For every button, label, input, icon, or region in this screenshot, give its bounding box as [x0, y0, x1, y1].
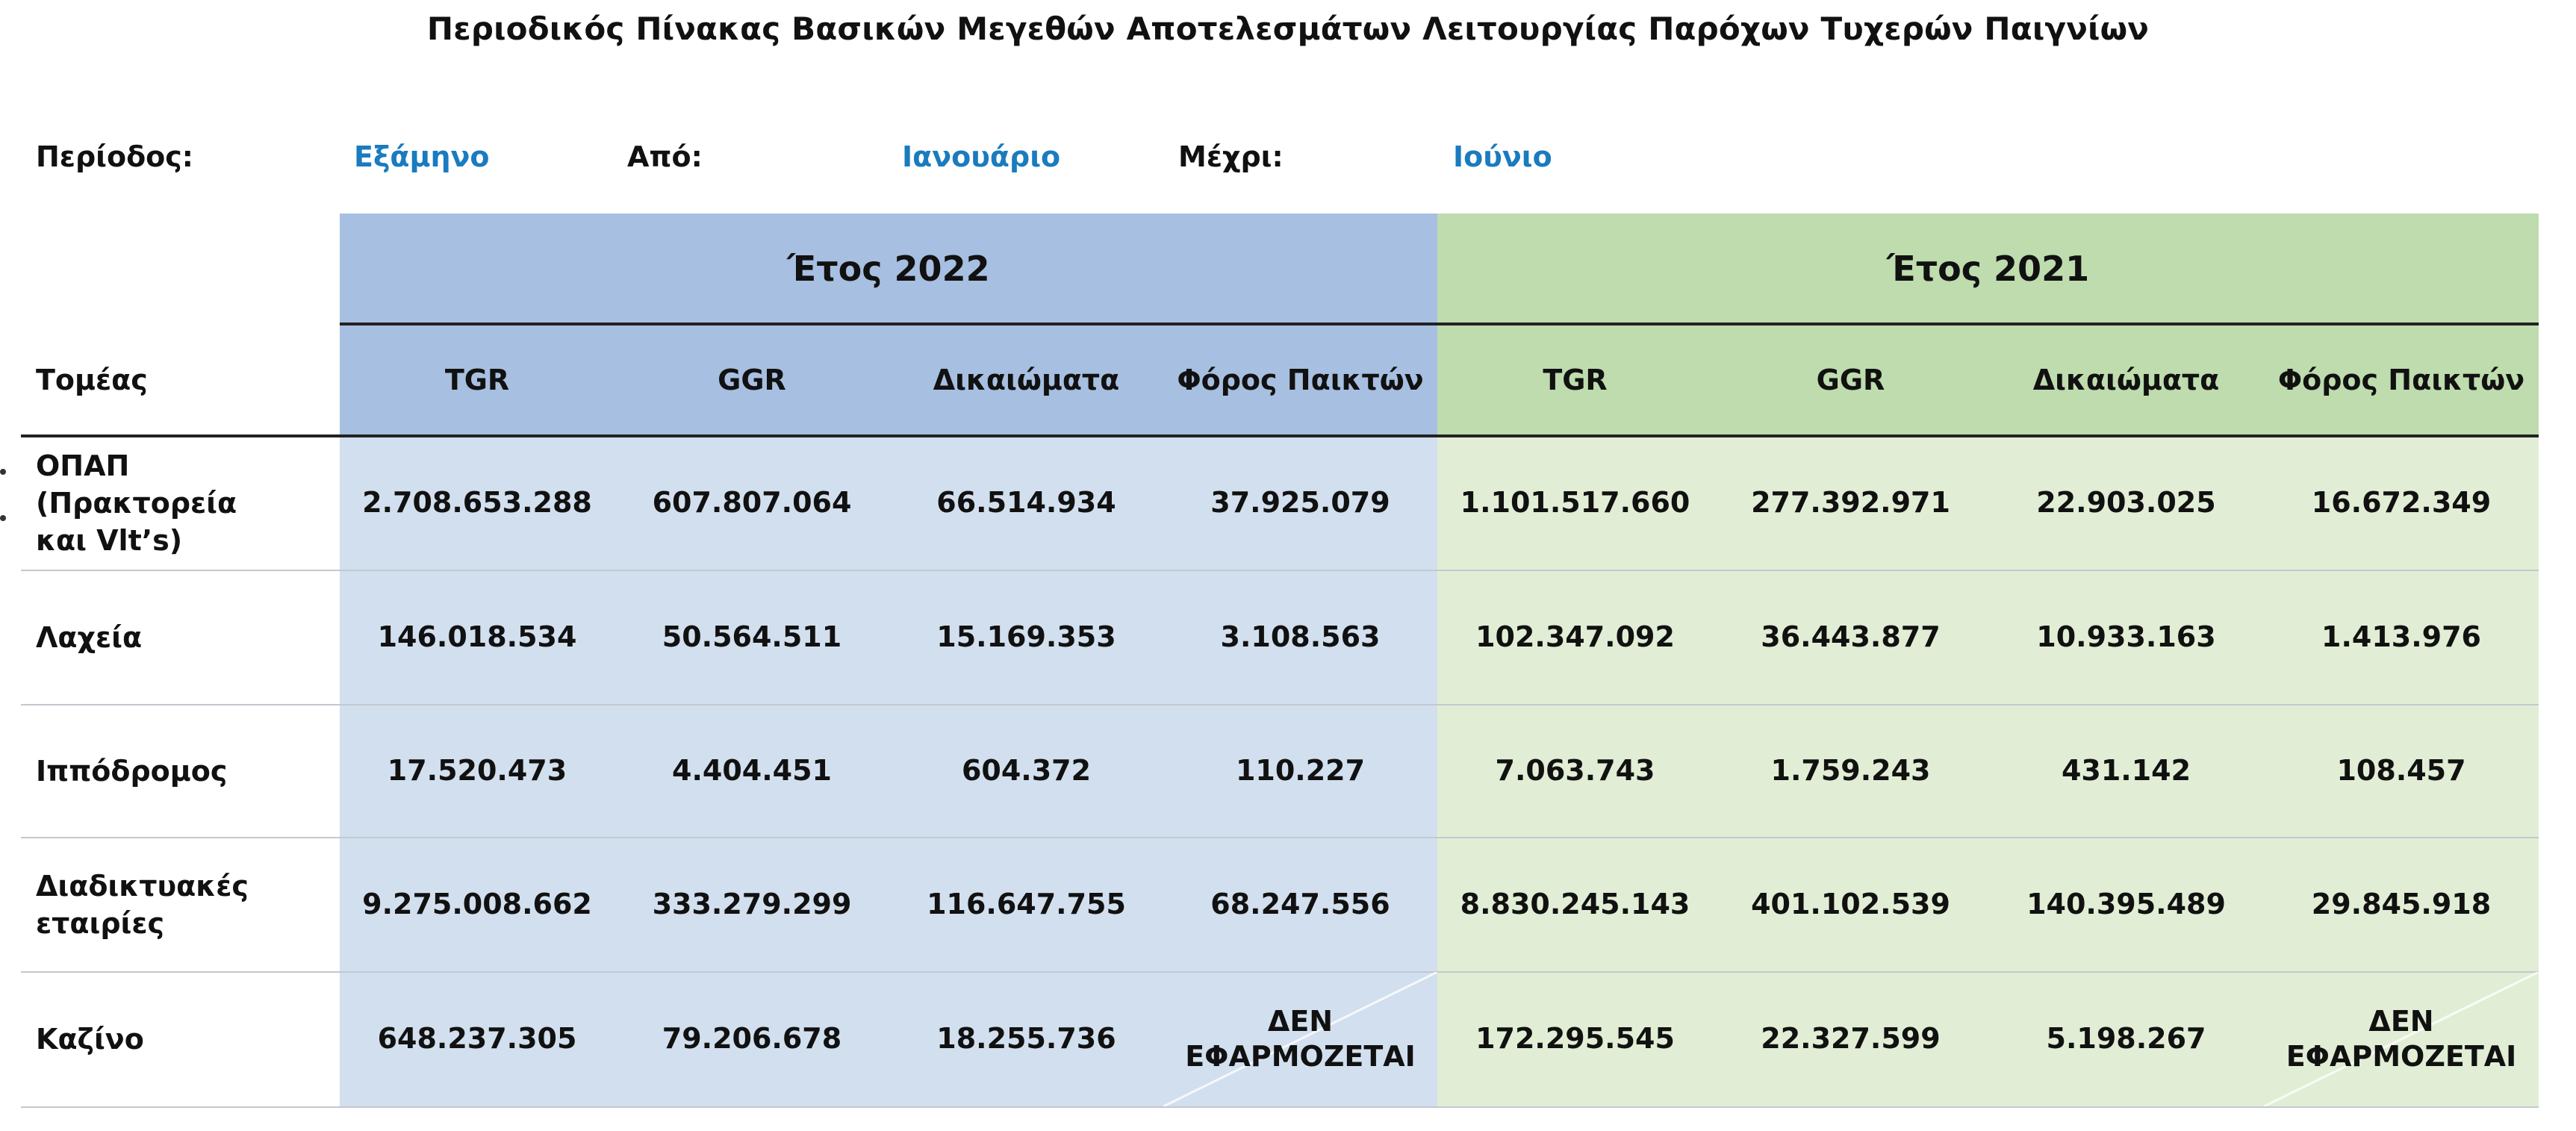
- row-label-line: ΟΠΑΠ: [36, 449, 130, 482]
- year-2022-header-background: [340, 214, 1437, 324]
- row-label-line: Ιππόδρομος: [36, 754, 228, 788]
- row-divider: [21, 570, 2539, 571]
- year-2021-header: Έτος 2021: [1886, 249, 2090, 289]
- cell-lotteries-2021-rights: 10.933.163: [2036, 620, 2216, 654]
- row-label-line: Καζίνο: [36, 1022, 144, 1056]
- cell-opap-2022-rights: 66.514.934: [936, 486, 1116, 520]
- row-label-line: εταιρίες: [36, 907, 165, 940]
- row-divider: [21, 704, 2539, 705]
- col-2021-ggr: GGR: [1816, 364, 1885, 396]
- year-2021-columns-background: [1437, 324, 2539, 436]
- col-2021-tgr: TGR: [1543, 364, 1608, 396]
- cell-lotteries-2021-player-tax: 1.413.976: [2321, 620, 2481, 654]
- cell-hippodrome-2022-player-tax: 110.227: [1235, 754, 1366, 788]
- cell-online-companies-2021-rights: 140.395.489: [2026, 888, 2226, 921]
- cell-lotteries-2021-ggr: 36.443.877: [1761, 620, 1941, 654]
- row-label-lotteries: Λαχεία: [36, 570, 335, 705]
- row-label-hippodrome: Ιππόδρομος: [36, 705, 335, 838]
- cell-casino-2021-player-tax: ΔΕΝ ΕΦΑΡΜΟΖΕΤΑΙ: [2286, 1004, 2517, 1074]
- cell-lotteries-2022-tgr: 146.018.534: [377, 620, 577, 654]
- col-2022-rights: Δικαιώματα: [933, 364, 1120, 396]
- cell-online-companies-2022-rights: 116.647.755: [927, 888, 1126, 921]
- to-label: Μέχρι:: [1178, 140, 1284, 173]
- row-label-line: Λαχεία: [36, 620, 143, 654]
- from-value: Ιανουάριο: [902, 140, 1061, 173]
- period-value: Εξάμηνο: [354, 140, 490, 173]
- to-value: Ιούνιο: [1453, 140, 1552, 173]
- row-divider: [21, 837, 2539, 838]
- year-2022-header: Έτος 2022: [787, 249, 990, 289]
- row-label-casino: Καζίνο: [36, 972, 335, 1106]
- row-label-opap: ΟΠΑΠ (Πρακτορεία και Vlt’s): [36, 436, 335, 570]
- year-2022-columns-background: [340, 324, 1437, 436]
- cell-casino-2022-ggr: 79.206.678: [662, 1022, 842, 1056]
- cell-casino-2021-ggr: 22.327.599: [1761, 1022, 1941, 1056]
- row-label-line: Διαδικτυακές: [36, 869, 249, 903]
- cell-casino-2022-tgr: 648.237.305: [377, 1022, 577, 1056]
- cell-online-companies-2022-player-tax: 68.247.556: [1210, 888, 1390, 921]
- cell-hippodrome-2021-ggr: 1.759.243: [1770, 754, 1931, 788]
- from-label: Από:: [627, 140, 703, 173]
- header-body-divider: [21, 434, 2539, 437]
- cell-casino-2021-rights: 5.198.267: [2046, 1022, 2206, 1056]
- col-2022-ggr: GGR: [718, 364, 786, 396]
- page-title: Περιοδικός Πίνακας Βασικών Μεγεθών Αποτε…: [426, 10, 2150, 47]
- cell-hippodrome-2022-tgr: 17.520.473: [387, 754, 567, 788]
- cell-lotteries-2021-tgr: 102.347.092: [1475, 620, 1675, 654]
- cell-hippodrome-2021-tgr: 7.063.743: [1495, 754, 1655, 788]
- year-header-divider: [340, 323, 2539, 325]
- period-label: Περίοδος:: [36, 140, 194, 173]
- cell-opap-2021-tgr: 1.101.517.660: [1460, 486, 1690, 520]
- cell-casino-2022-rights: 18.255.736: [936, 1022, 1116, 1056]
- cell-online-companies-2021-tgr: 8.830.245.143: [1460, 888, 1690, 921]
- cell-online-companies-2021-ggr: 401.102.539: [1751, 888, 1950, 921]
- cell-opap-2022-player-tax: 37.925.079: [1210, 486, 1390, 520]
- col-2022-player-tax: Φόρος Παικτών: [1177, 364, 1424, 396]
- cell-lotteries-2022-rights: 15.169.353: [936, 620, 1116, 654]
- cell-hippodrome-2022-rights: 604.372: [961, 754, 1092, 788]
- cell-casino-2021-tgr: 172.295.545: [1475, 1022, 1675, 1056]
- bullet-dot: [0, 515, 6, 521]
- cell-opap-2022-tgr: 2.708.653.288: [362, 486, 592, 520]
- table-bottom-border: [21, 1106, 2539, 1108]
- cell-online-companies-2021-player-tax: 29.845.918: [2311, 888, 2492, 921]
- cell-online-companies-2022-tgr: 9.275.008.662: [362, 888, 592, 921]
- cell-opap-2021-player-tax: 16.672.349: [2311, 486, 2492, 520]
- period-filter-row: Περίοδος: Εξάμηνο Από: Ιανουάριο Μέχρι: …: [0, 140, 2576, 178]
- cell-hippodrome-2021-player-tax: 108.457: [2336, 754, 2466, 788]
- sector-column-header: Τομέας: [36, 364, 148, 396]
- cell-opap-2021-rights: 22.903.025: [2036, 486, 2216, 520]
- bullet-dot: [0, 469, 6, 475]
- col-2021-player-tax: Φόρος Παικτών: [2277, 364, 2525, 396]
- cell-opap-2022-ggr: 607.807.064: [652, 486, 852, 520]
- cell-hippodrome-2022-ggr: 4.404.451: [672, 754, 832, 788]
- cell-hippodrome-2021-rights: 431.142: [2061, 754, 2191, 788]
- col-2021-rights: Δικαιώματα: [2032, 364, 2220, 396]
- cell-lotteries-2022-ggr: 50.564.511: [662, 620, 842, 654]
- cell-opap-2021-ggr: 277.392.971: [1751, 486, 1950, 520]
- cell-lotteries-2022-player-tax: 3.108.563: [1220, 620, 1381, 654]
- cell-online-companies-2022-ggr: 333.279.299: [652, 888, 852, 921]
- row-label-online-companies: Διαδικτυακές εταιρίες: [36, 838, 335, 972]
- row-label-line: (Πρακτορεία: [36, 486, 237, 520]
- cell-casino-2022-player-tax: ΔΕΝ ΕΦΑΡΜΟΖΕΤΑΙ: [1185, 1004, 1416, 1074]
- year-2021-header-background: [1437, 214, 2539, 324]
- row-label-line: και Vlt’s): [36, 524, 183, 558]
- col-2022-tgr: TGR: [444, 364, 510, 396]
